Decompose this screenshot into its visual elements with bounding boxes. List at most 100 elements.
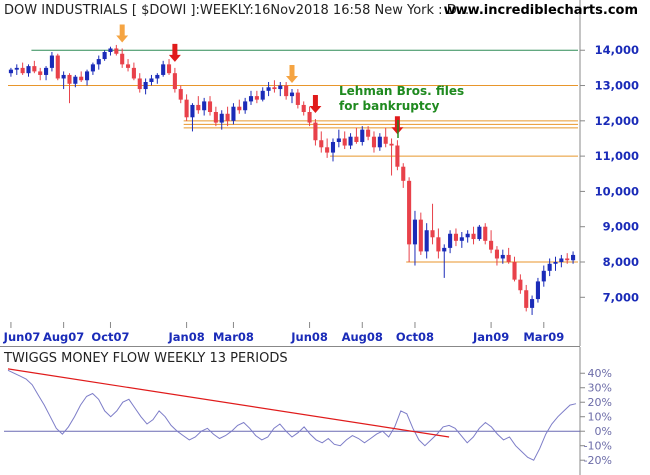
candle-body	[202, 101, 207, 111]
candle-body	[301, 104, 306, 112]
candle-body	[254, 96, 259, 100]
money-flow-lines	[4, 368, 580, 461]
signal-arrow	[168, 43, 181, 62]
candle-body	[196, 104, 201, 111]
candle-body	[85, 71, 90, 81]
candle-body	[354, 136, 359, 142]
candle-body	[547, 263, 552, 271]
candle-body	[225, 113, 230, 121]
candle-body	[161, 64, 166, 75]
y-tick-label: 7,000	[603, 290, 639, 304]
candle-body	[284, 85, 289, 97]
candle-body	[383, 136, 388, 144]
candle-body	[436, 237, 441, 252]
candle-body	[213, 112, 218, 123]
candle-body	[237, 106, 242, 111]
candle-body	[272, 87, 277, 90]
y-tick-label: 12,000	[595, 114, 639, 128]
candle-body	[459, 237, 464, 241]
candle-body	[8, 69, 13, 74]
candle-body	[465, 233, 470, 238]
candle-body	[553, 262, 558, 264]
y-tick-label: 13,000	[595, 79, 639, 93]
candle-body	[266, 87, 271, 91]
x-tick-label: Jan09	[472, 330, 509, 344]
candle-body	[412, 219, 418, 245]
candle-body	[565, 258, 570, 261]
candle-body	[32, 66, 37, 72]
candle-body	[348, 136, 353, 146]
candle-body	[518, 279, 523, 291]
candle-body	[120, 53, 125, 65]
candle-body	[512, 262, 517, 280]
x-tick-label: Aug07	[43, 330, 84, 344]
candle-body	[96, 59, 101, 65]
flow-y-tick-label: -10%	[584, 440, 612, 453]
candle-body	[559, 258, 564, 262]
money-flow-background	[0, 347, 580, 475]
candle-body	[489, 240, 494, 250]
candle-body	[49, 55, 54, 68]
candle-body	[535, 281, 540, 300]
candle-body	[125, 64, 131, 68]
signal-arrow	[286, 65, 298, 84]
y-tick-label: 10,000	[595, 184, 639, 198]
flow-y-tick-label: -20%	[584, 454, 612, 467]
candle-body	[483, 226, 488, 241]
flow-y-tick-label: 40%	[588, 367, 612, 380]
price-panel: DOW INDUSTRIALS [ $DOWI ]:WEEKLY:16Nov20…	[0, 0, 639, 347]
candle-body	[336, 138, 341, 142]
x-tick-label: Oct07	[91, 330, 129, 344]
money-flow-trendline	[7, 368, 450, 438]
candle-body	[231, 106, 236, 121]
y-tick-label: 9,000	[603, 220, 639, 234]
candle-body	[395, 145, 400, 167]
candle-body	[524, 290, 529, 308]
candle-body	[494, 249, 499, 259]
y-tick-label: 11,000	[595, 149, 639, 163]
candle-body	[506, 254, 511, 262]
flow-y-tick-label: 20%	[588, 396, 612, 409]
watermark-text: www.incrediblecharts.com	[444, 3, 638, 18]
candle-body	[131, 67, 136, 79]
candle-body	[442, 247, 447, 252]
candle-body	[430, 230, 435, 238]
money-flow-panel: TWIGGS MONEY FLOW WEEKLY 13 PERIODS 40% 3…	[0, 347, 612, 475]
candle-body	[178, 89, 183, 100]
candle-body	[108, 48, 113, 52]
candle-body	[418, 219, 423, 252]
candle-body	[278, 85, 283, 90]
candle-body	[149, 78, 154, 82]
candle-body	[401, 166, 406, 181]
annotation-line-2: for bankruptcy	[339, 99, 440, 113]
candle-body	[61, 74, 66, 79]
candle-body	[448, 233, 453, 248]
money-flow-line	[7, 369, 577, 461]
x-tick-label: Jun07	[3, 330, 41, 344]
candle-body	[207, 101, 213, 112]
x-tick-label: Jun08	[290, 330, 328, 344]
candle-body	[371, 136, 377, 148]
date-x-axis: Jun07 Aug07 Oct07 Jan08 Mar08 Jun08 Aug08 Oct08…	[3, 322, 564, 344]
candle-body	[500, 254, 505, 259]
candle-body	[477, 226, 482, 240]
candle-body	[20, 67, 25, 74]
candle-body	[137, 78, 142, 90]
candle-body	[55, 55, 60, 79]
candle-body	[325, 147, 330, 153]
flow-y-tick-label: 30%	[588, 382, 612, 395]
candle-body	[79, 76, 84, 81]
candle-body	[530, 299, 535, 308]
price-panel-background	[0, 0, 580, 346]
candle-body	[453, 233, 459, 241]
candle-body	[14, 67, 19, 70]
candle-body	[73, 76, 78, 84]
candle-body	[289, 92, 295, 97]
candle-body	[102, 52, 107, 60]
candle-body	[407, 180, 412, 245]
candle-body	[172, 73, 177, 90]
candle-body	[219, 113, 224, 123]
lehman-annotation: Lehman Bros. files for bankruptcy	[339, 84, 464, 138]
candle-body	[190, 104, 195, 118]
